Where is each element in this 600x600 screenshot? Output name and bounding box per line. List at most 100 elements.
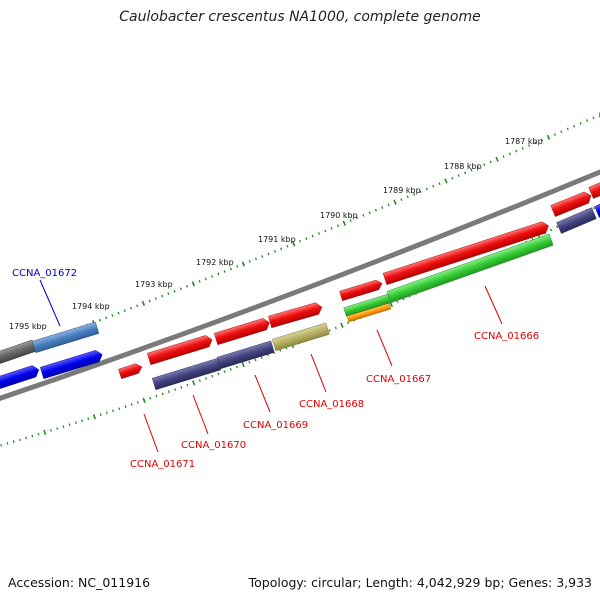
- ruler-major-tick: [241, 362, 245, 368]
- cds-feature-01669[interactable]: [213, 317, 271, 345]
- gene-feature-blue-left[interactable]: [0, 364, 41, 389]
- ruler-minor-tick: [540, 138, 544, 142]
- scale-label: 1790 kbp: [320, 211, 358, 220]
- gene-feature-gray[interactable]: [0, 339, 37, 364]
- ruler-minor-tick: [573, 124, 576, 128]
- ruler-minor-tick: [161, 294, 164, 298]
- ruler-minor-tick: [99, 413, 102, 417]
- ruler-minor-tick: [438, 182, 441, 185]
- gene-feature-01670[interactable]: [151, 358, 222, 390]
- ruler-minor-tick: [98, 318, 101, 322]
- ruler-minor-tick: [167, 390, 170, 394]
- ruler-minor-tick: [186, 383, 189, 387]
- gene-feature-01666[interactable]: [386, 233, 554, 303]
- gene-label-01669[interactable]: CCNA_01669: [243, 420, 308, 431]
- ruler-minor-tick: [229, 367, 232, 371]
- ruler-major-tick: [444, 178, 448, 184]
- gene-feature-right-1[interactable]: [556, 207, 597, 234]
- ruler-minor-tick: [25, 436, 28, 440]
- ruler-minor-tick: [50, 429, 52, 432]
- leader-line-01670: [192, 394, 209, 435]
- scale-label: 1793 kbp: [135, 280, 173, 289]
- ruler-minor-tick: [579, 122, 582, 125]
- ruler-minor-tick: [198, 280, 201, 283]
- ruler-minor-tick: [553, 133, 556, 136]
- scale-label: 1787 kbp: [505, 137, 543, 146]
- ruler-minor-tick: [305, 237, 308, 240]
- gene-feature-right-2[interactable]: [594, 198, 600, 218]
- scale-label: 1788 kbp: [444, 162, 482, 171]
- ruler-minor-tick: [528, 144, 531, 147]
- ruler-major-tick: [389, 301, 393, 307]
- ruler-minor-tick: [112, 409, 115, 413]
- ruler-minor-tick: [6, 442, 9, 445]
- ruler-major-tick: [342, 220, 346, 226]
- ruler-minor-tick: [129, 306, 133, 310]
- cds-feature-01671[interactable]: [118, 362, 143, 380]
- gene-feature-01668[interactable]: [271, 322, 330, 351]
- ruler-minor-tick: [592, 116, 595, 120]
- cds-feature-01672[interactable]: [31, 321, 100, 353]
- gene-label-01668[interactable]: CCNA_01668: [299, 399, 364, 410]
- ruler-minor-tick: [223, 370, 226, 373]
- gene-label-01672[interactable]: CCNA_01672: [12, 268, 77, 279]
- ruler-minor-tick: [117, 311, 120, 315]
- topology-summary: Topology: circular; Length: 4,042,929 bp…: [248, 575, 592, 590]
- gene-label-01670[interactable]: CCNA_01670: [181, 440, 246, 451]
- ruler-major-tick: [92, 414, 96, 420]
- cds-feature-01667[interactable]: [339, 279, 384, 302]
- ruler-minor-tick: [211, 275, 214, 278]
- ruler-minor-tick: [186, 284, 189, 288]
- ruler-minor-tick: [260, 356, 263, 359]
- rna-feature-01667-green[interactable]: [343, 293, 391, 317]
- ruler-minor-tick: [586, 119, 589, 122]
- cds-feature-right-2[interactable]: [588, 175, 600, 199]
- ruler-minor-tick: [457, 174, 460, 177]
- ruler-minor-tick: [489, 160, 492, 164]
- cds-feature-01670[interactable]: [146, 334, 214, 365]
- ruler-minor-tick: [555, 225, 559, 229]
- scale-label: 1794 kbp: [72, 302, 110, 311]
- ruler-minor-tick: [211, 374, 214, 378]
- ruler-minor-tick: [180, 386, 183, 389]
- ruler-minor-tick: [273, 250, 276, 253]
- ruler-minor-tick: [286, 244, 289, 248]
- ruler-minor-tick: [105, 411, 108, 415]
- rna-feature-01667-orange[interactable]: [346, 303, 392, 323]
- label-leader-lines: [39, 279, 503, 453]
- ruler-minor-tick: [173, 289, 176, 293]
- ruler-minor-tick: [261, 255, 264, 258]
- scale-label: 1795 kbp: [9, 322, 47, 331]
- scale-label: 1789 kbp: [383, 186, 421, 195]
- ruler-major-tick: [192, 380, 196, 386]
- ruler-minor-tick: [413, 192, 416, 196]
- ruler-minor-tick: [248, 360, 251, 364]
- gene-label-01671[interactable]: CCNA_01671: [130, 459, 195, 470]
- reverse-strand-features: [0, 198, 600, 390]
- ruler-minor-tick: [12, 440, 15, 443]
- ruler-minor-tick: [317, 232, 321, 235]
- ruler-minor-tick: [136, 401, 139, 404]
- gene-feature-01669[interactable]: [216, 340, 275, 369]
- ruler-major-tick: [43, 429, 47, 435]
- ruler-minor-tick: [476, 166, 479, 169]
- ruler-minor-tick: [118, 407, 121, 411]
- cds-feature-01666[interactable]: [382, 220, 550, 285]
- cds-feature-01668[interactable]: [268, 301, 323, 329]
- ruler-minor-tick: [502, 155, 505, 158]
- ruler-major-tick: [546, 134, 551, 140]
- cds-feature-right-1[interactable]: [550, 190, 594, 217]
- ruler-minor-tick: [406, 195, 409, 199]
- scale-labels: 1787 kbp 1788 kbp 1789 kbp 1790 kbp 1791…: [9, 137, 543, 331]
- gene-feature-01672[interactable]: [39, 349, 104, 379]
- ruler-minor-tick: [334, 326, 337, 330]
- map-title: Caulobacter crescentus NA1000, complete …: [119, 9, 481, 25]
- forward-strand-features: [0, 175, 600, 380]
- ruler-minor-tick: [124, 405, 127, 408]
- gene-label-01666[interactable]: CCNA_01666: [474, 331, 539, 342]
- gene-label-01667[interactable]: CCNA_01667: [366, 374, 431, 385]
- leader-line-01667: [376, 329, 393, 367]
- ruler-major-tick: [340, 322, 344, 328]
- ruler-minor-tick: [515, 149, 518, 153]
